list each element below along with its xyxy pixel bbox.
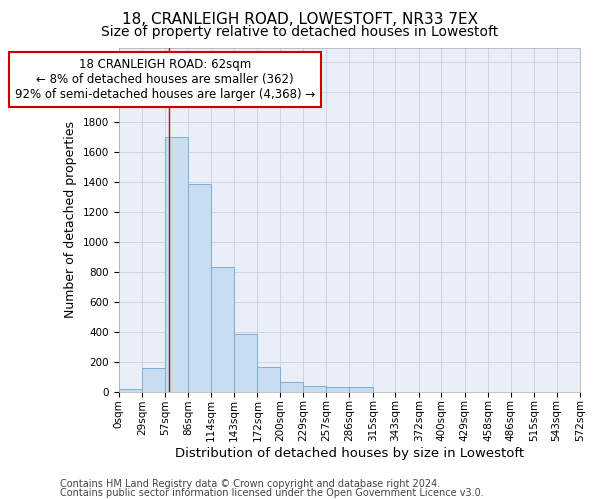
Text: 18, CRANLEIGH ROAD, LOWESTOFT, NR33 7EX: 18, CRANLEIGH ROAD, LOWESTOFT, NR33 7EX [122,12,478,28]
X-axis label: Distribution of detached houses by size in Lowestoft: Distribution of detached houses by size … [175,447,524,460]
Bar [326,388,349,392]
Bar [188,184,211,392]
Bar [142,368,165,392]
Text: Contains HM Land Registry data © Crown copyright and database right 2024.: Contains HM Land Registry data © Crown c… [60,479,440,489]
Bar [280,382,304,392]
Bar [119,390,142,392]
Text: Size of property relative to detached houses in Lowestoft: Size of property relative to detached ho… [101,25,499,39]
Bar [211,268,234,392]
Bar [234,334,257,392]
Text: Contains public sector information licensed under the Open Government Licence v3: Contains public sector information licen… [60,488,484,498]
Y-axis label: Number of detached properties: Number of detached properties [64,121,77,318]
Bar [349,388,373,392]
Bar [304,386,326,392]
Text: 18 CRANLEIGH ROAD: 62sqm
← 8% of detached houses are smaller (362)
92% of semi-d: 18 CRANLEIGH ROAD: 62sqm ← 8% of detache… [14,58,315,101]
Bar [165,138,188,392]
Bar [257,367,280,392]
